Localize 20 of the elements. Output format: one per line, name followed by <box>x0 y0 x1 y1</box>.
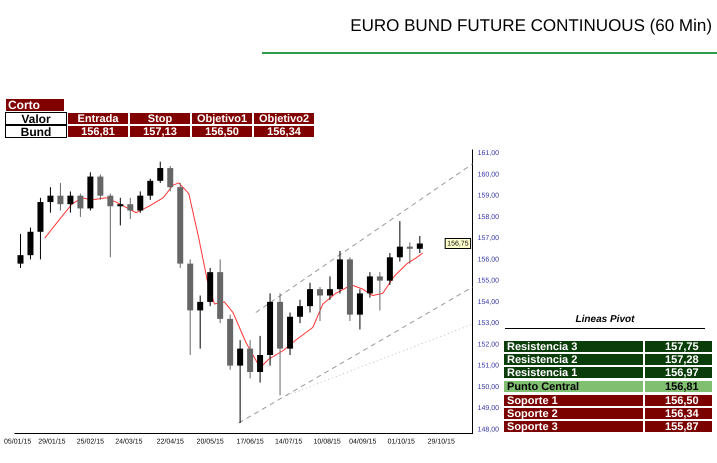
text: Valor <box>5 112 67 126</box>
text: 156,81 <box>81 126 115 138</box>
text: Lineas Pivot <box>505 314 705 329</box>
text: Bund <box>5 124 67 138</box>
category-label: Entrada <box>67 112 129 125</box>
category-label: Resistencia 3 157,75 <box>507 340 699 352</box>
category-label: Punto Central 156,81 <box>507 380 699 392</box>
category-label: Soporte 1 156,50 <box>507 394 699 406</box>
text: Corto <box>5 98 65 112</box>
category-label: Soporte 3 155,87 <box>507 420 699 432</box>
text: 156,34 <box>267 126 301 138</box>
category-label: Objetivo1 <box>191 112 253 125</box>
category-label: Soporte 2 156,34 <box>507 408 699 420</box>
text: 156,50 <box>205 126 239 138</box>
text: EURO BUND FUTURE CONTINUOUS (60 Min) <box>350 16 712 36</box>
text: 157,13 <box>143 126 177 138</box>
category-label: Stop <box>129 112 191 125</box>
category-label: Resistencia 1 156,97 <box>507 366 699 378</box>
category-label: Resistencia 2 157,28 <box>507 354 699 366</box>
category-label: Objetivo2 <box>253 112 315 125</box>
